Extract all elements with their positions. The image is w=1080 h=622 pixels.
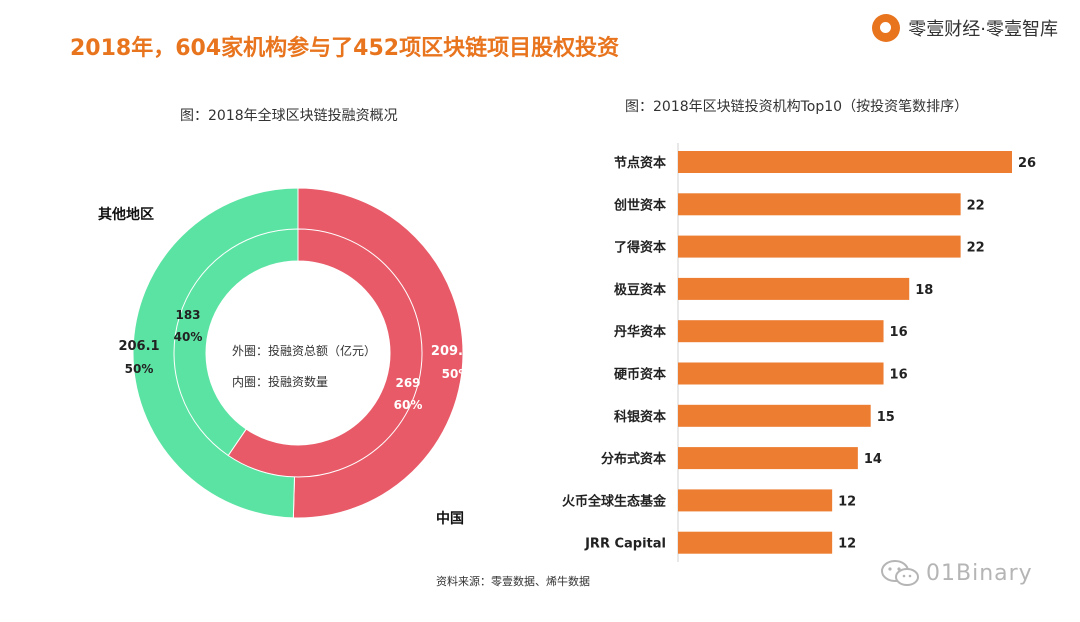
donut-legend-outer: 外圈：投融资总额（亿元） [232,343,376,358]
inner-value-label: 183 [175,308,200,322]
wechat-icon [881,560,919,586]
inner-ring-slice [227,228,423,478]
bar [678,235,961,258]
bar-category-label: 火币全球生态基金 [562,493,667,509]
page-title: 2018年，604家机构参与了452项区块链项目股权投资 [70,36,620,61]
watermark-text: 01Binary [926,560,1033,586]
donut-chart-title: 图：2018年全球区块链投融资概况 [180,108,398,124]
brand-name: 零壹财经·零壹智库 [908,19,1058,40]
category-label-china: 中国 [436,510,464,527]
bar-value-label: 12 [838,537,856,552]
outer-percent-label: 50% [442,367,471,381]
bar-category-label: 极豆资本 [614,282,666,298]
bar-value-label: 22 [967,241,985,256]
bar-category-label: 科银资本 [614,409,666,425]
inner-percent-label: 60% [394,398,423,412]
donut-legend-inner: 内圈：投融资数量 [232,374,328,389]
bar [678,404,871,427]
bar-category-label: 节点资本 [614,155,666,171]
brand-logo-icon [872,14,901,42]
source-note: 资料来源：零壹数据、烯牛数据 [436,575,590,588]
outer-value-label: 209.84 [431,344,481,359]
bar-value-label: 16 [890,325,908,340]
bar [678,320,884,343]
inner-percent-label: 40% [174,330,203,344]
inner-value-label: 269 [395,376,420,390]
bar-chart-title: 图：2018年区块链投资机构Top10（按投资笔数排序） [625,99,969,115]
bar-category-label: 丹华资本 [614,324,666,340]
bar-value-label: 12 [838,494,856,509]
watermark: 01Binary [880,558,1033,588]
category-label-other: 其他地区 [98,206,154,223]
bar-value-label: 26 [1018,156,1036,171]
bar [678,277,910,300]
bar-category-label: JRR Capital [584,537,666,552]
bar [678,531,833,554]
bar [678,362,884,385]
outer-percent-label: 50% [125,362,154,376]
bar-category-label: 创世资本 [613,197,666,213]
bar-value-label: 15 [877,410,895,425]
brand: 零壹财经·零壹智库 [872,14,1058,42]
bar-value-label: 16 [890,368,908,383]
bar [678,489,833,512]
bar-value-label: 18 [915,283,933,298]
bar-value-label: 14 [864,452,882,467]
bar [678,151,1012,173]
bar-value-label: 22 [967,198,985,213]
bar [678,447,858,470]
bar-category-label: 硬币资本 [614,367,666,383]
outer-value-label: 206.1 [118,339,159,354]
bar-category-label: 了得资本 [614,240,666,256]
bar-category-label: 分布式资本 [601,451,666,467]
inner-ring-slice [173,228,299,457]
bar [678,193,961,216]
